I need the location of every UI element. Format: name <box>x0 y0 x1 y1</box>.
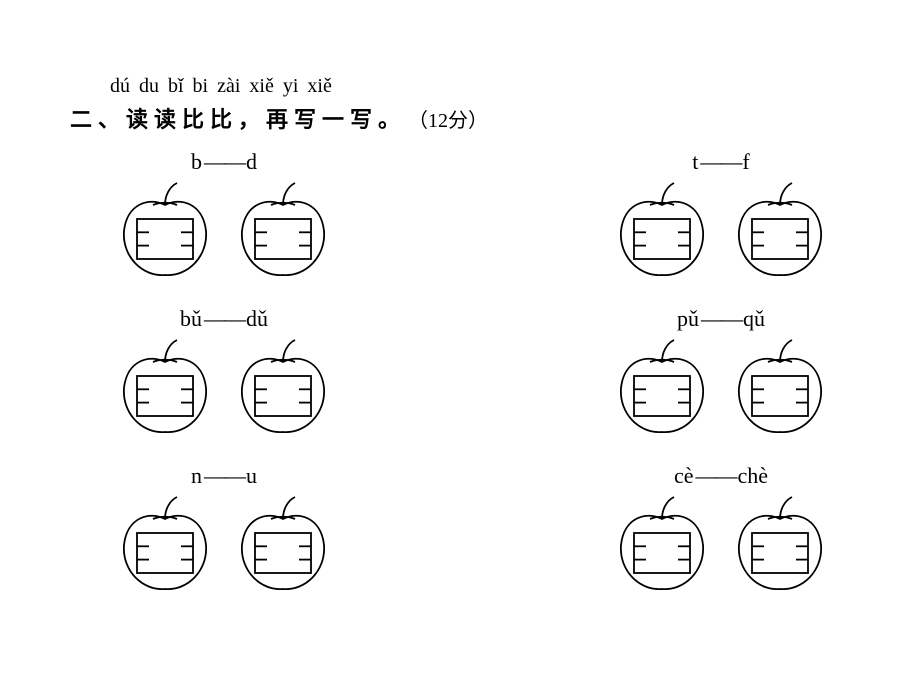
apple-writing-box[interactable] <box>612 338 712 438</box>
pair-group: cè —— chè <box>612 463 830 595</box>
pair-group: bǔ —— dǔ <box>115 306 333 438</box>
pair-right: dǔ <box>246 306 268 332</box>
pair-left: b <box>191 149 202 175</box>
exercise-grid: b —— d <box>70 149 860 595</box>
pair-label: t —— f <box>692 149 749 175</box>
dash-icon: —— <box>204 463 244 489</box>
exercise-row: b —— d <box>70 149 860 281</box>
apple-writing-box[interactable] <box>730 338 830 438</box>
pair-right: u <box>246 463 257 489</box>
apple-writing-box[interactable] <box>612 495 712 595</box>
pair-group: t —— f <box>612 149 830 281</box>
apple-writing-box[interactable] <box>115 338 215 438</box>
title-row: 二、 读读比比，再写一写。 （12分） <box>70 102 860 134</box>
pair-left: n <box>191 463 202 489</box>
apple-writing-box[interactable] <box>233 495 333 595</box>
pair-right: d <box>246 149 257 175</box>
pair-label: cè —— chè <box>674 463 768 489</box>
apple-pair <box>115 495 333 595</box>
heading-number: 二、 <box>70 102 126 134</box>
apple-writing-box[interactable] <box>730 181 830 281</box>
pair-right: f <box>742 149 749 175</box>
dash-icon: —— <box>696 463 736 489</box>
pair-left: pǔ <box>677 306 699 332</box>
pair-left: cè <box>674 463 694 489</box>
dash-icon: —— <box>204 306 244 332</box>
worksheet-container: dú du bǐ bi zài xiě yi xiě 二、 读读比比，再写一写。… <box>0 0 920 660</box>
pair-label: pǔ —— qǔ <box>677 306 765 332</box>
pair-label: bǔ —— dǔ <box>180 306 268 332</box>
exercise-row: n —— u <box>70 463 860 595</box>
heading-score: （12分） <box>408 104 488 133</box>
dash-icon: —— <box>701 306 741 332</box>
dash-icon: —— <box>204 149 244 175</box>
apple-pair <box>612 495 830 595</box>
pair-label: n —— u <box>191 463 257 489</box>
apple-writing-box[interactable] <box>233 181 333 281</box>
heading-main: 读读比比，再写一写。 <box>126 102 406 134</box>
apple-writing-box[interactable] <box>115 181 215 281</box>
title-pinyin: dú du bǐ bi zài xiě yi xiě <box>110 75 860 98</box>
pair-left: t <box>692 149 698 175</box>
pair-group: pǔ —— qǔ <box>612 306 830 438</box>
exercise-row: bǔ —— dǔ <box>70 306 860 438</box>
apple-writing-box[interactable] <box>115 495 215 595</box>
pair-label: b —— d <box>191 149 257 175</box>
pair-right: chè <box>738 463 769 489</box>
dash-icon: —— <box>700 149 740 175</box>
apple-pair <box>612 338 830 438</box>
pair-right: qǔ <box>743 306 765 332</box>
apple-writing-box[interactable] <box>612 181 712 281</box>
apple-pair <box>612 181 830 281</box>
pair-group: b —— d <box>115 149 333 281</box>
pair-group: n —— u <box>115 463 333 595</box>
apple-writing-box[interactable] <box>233 338 333 438</box>
apple-pair <box>115 338 333 438</box>
apple-writing-box[interactable] <box>730 495 830 595</box>
apple-pair <box>115 181 333 281</box>
pair-left: bǔ <box>180 306 202 332</box>
